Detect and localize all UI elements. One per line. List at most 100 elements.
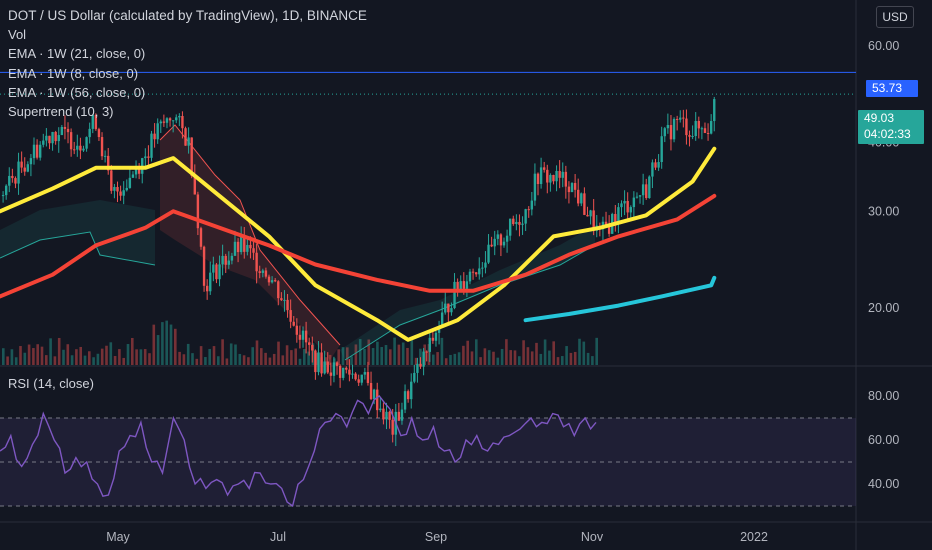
volume-bar (526, 347, 530, 365)
volume-bar (221, 339, 224, 365)
candle-body (243, 235, 246, 252)
candle-body (400, 409, 404, 421)
indicator-ema-56[interactable]: EMA · 1W (56, close, 0) (8, 84, 146, 100)
candle-body (283, 299, 286, 301)
candle-body (308, 342, 311, 345)
candle-body (641, 184, 645, 196)
volume-bar (389, 349, 392, 365)
candle-body (663, 128, 666, 137)
volume-bar (36, 344, 39, 365)
candle-body (110, 170, 113, 191)
volume-bar (79, 346, 82, 365)
candle-body (8, 175, 11, 186)
candle-body (713, 99, 716, 122)
candle-body (345, 367, 348, 370)
indicator-ema-21[interactable]: EMA · 1W (21, close, 0) (8, 46, 146, 62)
volume-bar (561, 356, 564, 365)
candle-body (425, 351, 428, 353)
currency-button[interactable]: USD (876, 6, 914, 28)
candle-body (536, 173, 540, 185)
candle-body (116, 186, 119, 192)
candle-body (410, 381, 413, 400)
candle-body (685, 118, 688, 136)
candle-body (215, 264, 218, 280)
candle-body (35, 144, 39, 158)
volume-bar (49, 338, 52, 365)
volume-bar (143, 349, 147, 365)
volume-bar (380, 347, 383, 365)
candle-body (175, 117, 178, 121)
candle-body (26, 164, 30, 172)
hline-price-tag[interactable]: 53.73 (866, 80, 918, 97)
volume-bar (242, 355, 246, 365)
volume-bar (401, 342, 405, 365)
candle-body (236, 241, 240, 253)
candle-body (444, 303, 447, 313)
rsi-legend[interactable]: RSI (14, close) (8, 376, 94, 391)
indicator-supertrend[interactable]: Supertrend (10, 3) (8, 104, 114, 120)
candle-body (493, 238, 496, 247)
chart-legend: DOT / US Dollar (calculated by TradingVi… (8, 6, 367, 121)
candle-body (688, 135, 691, 137)
candle-body (666, 125, 670, 129)
candle-body (508, 218, 512, 236)
volume-bar (358, 339, 362, 365)
candle-body (614, 213, 617, 223)
volume-bar (487, 350, 491, 365)
candle-body (202, 246, 206, 286)
volume-bar (406, 347, 409, 365)
candle-body (224, 255, 227, 265)
candle-body (304, 330, 308, 343)
candle-body (147, 156, 150, 158)
volume-bar (260, 348, 263, 365)
candle-body (682, 117, 685, 119)
candle-body (94, 115, 98, 130)
volume-bar (118, 349, 121, 365)
candle-body (502, 241, 506, 246)
candle-body (555, 170, 558, 182)
candle-body (277, 281, 280, 299)
candlesticks (1, 96, 716, 447)
volume-bar (290, 350, 293, 365)
volume-bar (182, 354, 186, 365)
candle-body (171, 120, 175, 122)
candle-body (431, 337, 435, 341)
candle-body (626, 200, 629, 213)
volume-bars (2, 320, 598, 365)
candle-body (323, 361, 326, 374)
candle-body (335, 362, 339, 366)
candle-body (660, 136, 663, 163)
volume-bar (483, 348, 487, 365)
candle-body (150, 133, 153, 158)
candle-body (546, 169, 549, 183)
time-axis-tick: Jul (270, 530, 286, 544)
volume-bar (436, 352, 439, 365)
candle-body (42, 140, 45, 145)
volume-bar (285, 345, 289, 365)
volume-bar (156, 335, 160, 365)
candle-body (524, 209, 527, 224)
volume-bar (578, 338, 581, 365)
indicator-ema-8[interactable]: EMA · 1W (8, close, 0) (8, 65, 139, 81)
volume-bar (294, 348, 297, 365)
indicator-volume[interactable]: Vol (8, 27, 27, 43)
candle-body (153, 133, 156, 140)
candle-body (255, 252, 258, 272)
volume-bar (303, 349, 306, 365)
volume-bar (522, 340, 525, 365)
ema-line (523, 275, 717, 323)
candle-body (419, 363, 422, 367)
volume-bar (225, 358, 229, 365)
candle-body (487, 244, 490, 263)
candle-body (573, 183, 577, 190)
candle-body (128, 177, 132, 188)
candle-body (586, 214, 589, 217)
candle-body (567, 186, 571, 193)
candle-body (301, 330, 305, 340)
candle-body (60, 126, 64, 136)
candle-body (267, 276, 271, 283)
volume-bar (539, 353, 543, 365)
volume-bar (354, 344, 358, 365)
time-axis-tick: Nov (581, 530, 604, 544)
